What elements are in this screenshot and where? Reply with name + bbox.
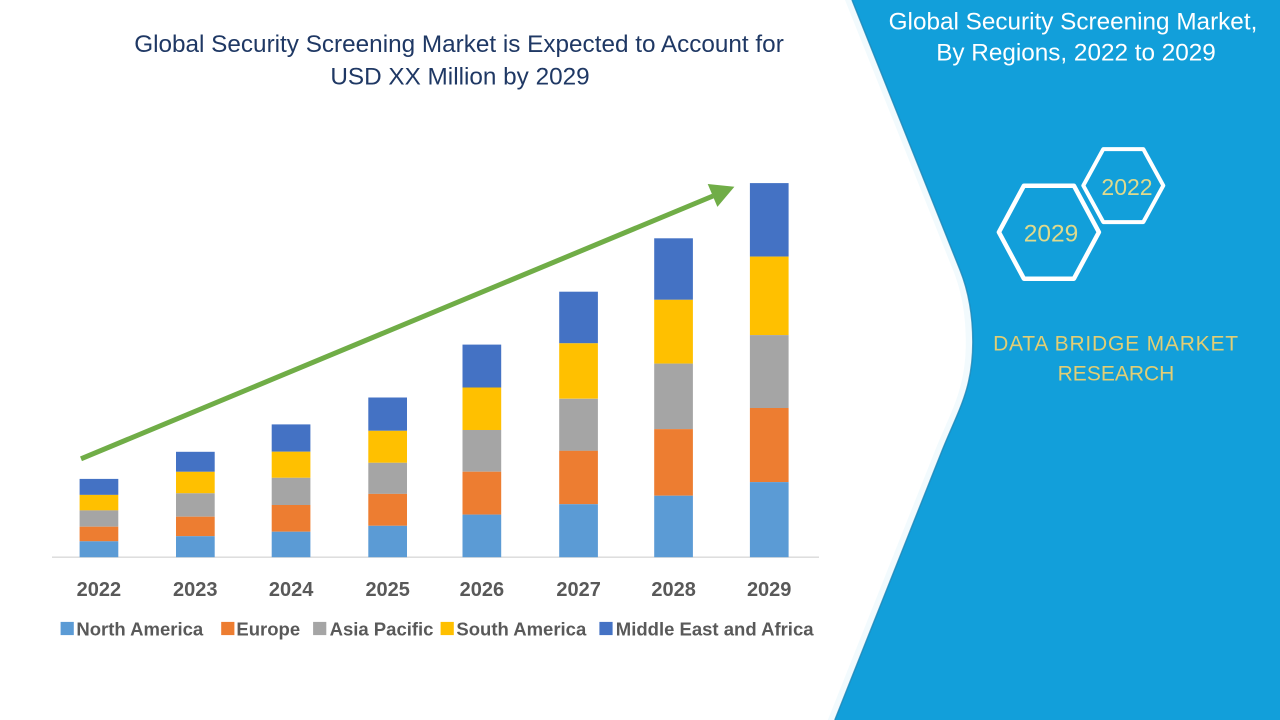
svg-text:2023: 2023 — [173, 579, 218, 601]
svg-text:North America: North America — [76, 619, 204, 640]
svg-text:2025: 2025 — [365, 579, 410, 601]
svg-text:Europe: Europe — [236, 619, 300, 640]
svg-text:2029: 2029 — [1024, 221, 1079, 248]
svg-text:Global Security Screening Mark: Global Security Screening Market, — [889, 9, 1258, 36]
svg-text:2028: 2028 — [651, 579, 696, 601]
svg-text:2024: 2024 — [269, 579, 314, 601]
svg-text:South America: South America — [456, 619, 587, 640]
svg-text:Global Security Screening Mark: Global Security Screening Market is Expe… — [134, 31, 784, 58]
svg-text:2026: 2026 — [460, 579, 505, 601]
svg-text:2022: 2022 — [77, 579, 122, 601]
svg-text:DATA BRIDGE MARKET: DATA BRIDGE MARKET — [993, 333, 1239, 356]
svg-text:2027: 2027 — [556, 579, 601, 601]
svg-text:2022: 2022 — [1101, 174, 1152, 200]
svg-text:RESEARCH: RESEARCH — [1058, 363, 1175, 386]
svg-text:USD XX Million by 2029: USD XX Million by 2029 — [330, 64, 589, 91]
svg-text:Middle East and Africa: Middle East and Africa — [616, 619, 814, 640]
svg-text:Asia Pacific: Asia Pacific — [330, 619, 434, 640]
svg-text:By Regions, 2022 to 2029: By Regions, 2022 to 2029 — [936, 40, 1216, 67]
svg-text:2029: 2029 — [747, 579, 792, 601]
